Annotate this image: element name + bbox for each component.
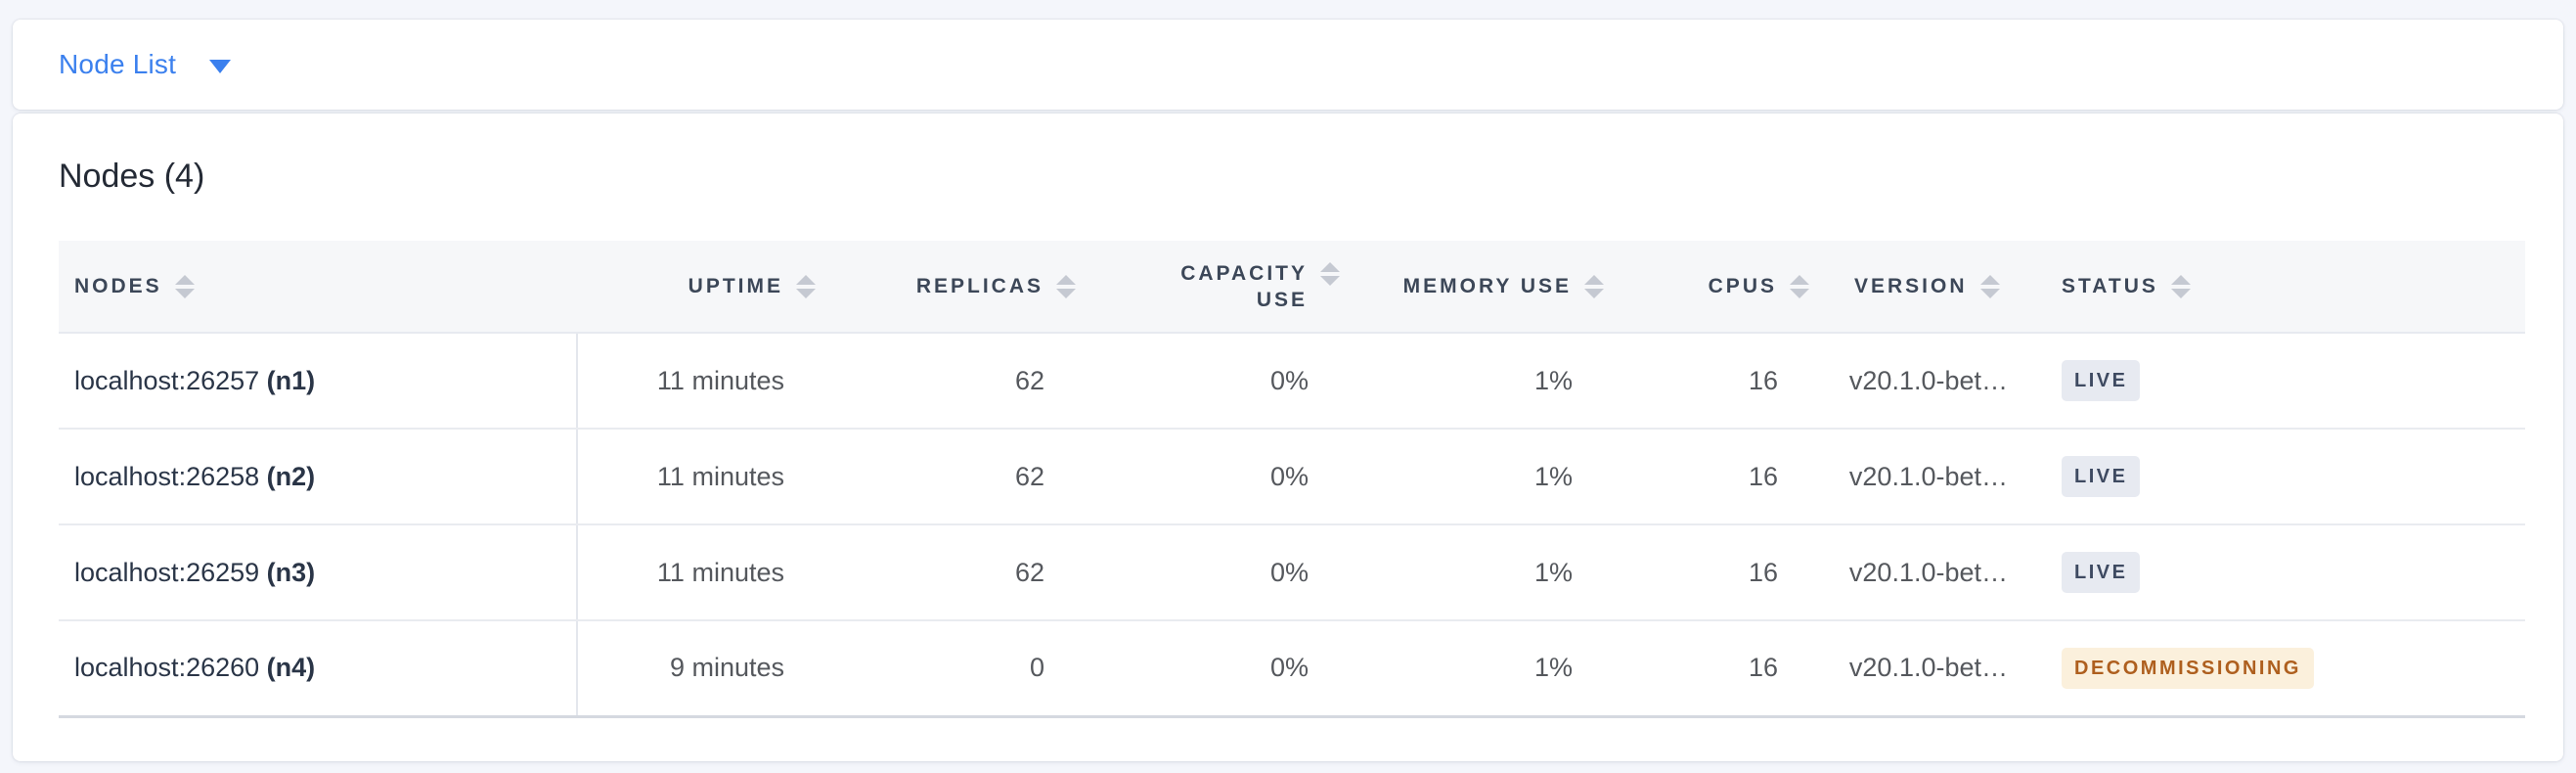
node-status-cell: LIVE [2045, 524, 2525, 621]
node-status-cell: DECOMMISSIONING [2045, 620, 2525, 718]
column-label-capacity: CAPACITY USE [1180, 261, 1308, 311]
node-row: localhost:26259 (n3) 11 minutes 62 0% 1% 16 v2… [59, 524, 2525, 621]
node-memory-value: 1% [1346, 333, 1610, 430]
column-label-version: VERSION [1854, 275, 1968, 297]
node-capacity-value: 0% [1082, 429, 1346, 525]
nodes-table-header-row: NODES UPTIME REPLICAS CAPACITY USE MEMORY US… [59, 241, 2525, 334]
node-id: (n3) [266, 557, 316, 587]
node-capacity-value: 0% [1082, 333, 1346, 430]
node-address: localhost:26258 [74, 461, 260, 491]
node-version-value: v20.1.0-bet… [1815, 429, 2045, 525]
status-badge: LIVE [2062, 456, 2141, 497]
node-row: localhost:26258 (n2) 11 minutes 62 0% 1% 16 v2… [59, 429, 2525, 525]
node-address-link[interactable]: localhost:26258 (n2) [59, 429, 578, 525]
node-replicas-value: 62 [822, 429, 1082, 525]
node-id: (n1) [266, 365, 316, 395]
node-cpus-value: 16 [1610, 429, 1815, 525]
node-capacity-value: 0% [1082, 524, 1346, 621]
node-cpus-value: 16 [1610, 333, 1815, 430]
node-replicas-value: 62 [822, 524, 1082, 621]
node-address-link[interactable]: localhost:26260 (n4) [59, 620, 578, 718]
column-header-memory[interactable]: MEMORY USE [1346, 241, 1610, 334]
node-uptime-value: 11 minutes [577, 333, 822, 430]
node-address: localhost:26259 [74, 557, 260, 587]
sort-arrows-icon[interactable] [1790, 274, 1809, 298]
status-badge: LIVE [2062, 360, 2141, 401]
column-header-uptime[interactable]: UPTIME [577, 241, 822, 334]
node-uptime-value: 9 minutes [577, 620, 822, 718]
node-id: (n2) [266, 461, 316, 491]
status-badge: DECOMMISSIONING [2062, 647, 2314, 689]
column-header-version[interactable]: VERSION [1815, 241, 2045, 334]
node-memory-value: 1% [1346, 429, 1610, 525]
node-uptime-value: 11 minutes [577, 429, 822, 525]
sort-arrows-icon[interactable] [174, 274, 195, 298]
node-address-link[interactable]: localhost:26259 (n3) [59, 524, 578, 621]
column-header-replicas[interactable]: REPLICAS [822, 241, 1082, 334]
sort-arrows-icon[interactable] [2170, 274, 2191, 298]
nodes-panel: Nodes (4) NODES UPTIME REPLICAS CAPACITY US… [13, 114, 2563, 761]
column-label-cpus: CPUS [1708, 275, 1777, 297]
nodes-table: NODES UPTIME REPLICAS CAPACITY USE MEMORY US… [59, 241, 2525, 718]
node-cpus-value: 16 [1610, 620, 1815, 718]
node-status-cell: LIVE [2045, 333, 2525, 430]
node-address-link[interactable]: localhost:26257 (n1) [59, 333, 578, 430]
node-status-cell: LIVE [2045, 429, 2525, 525]
sort-arrows-icon[interactable] [1056, 274, 1076, 298]
view-selector-bar: Node List [13, 20, 2563, 110]
column-header-capacity[interactable]: CAPACITY USE [1082, 241, 1346, 334]
status-badge: LIVE [2062, 552, 2141, 593]
sort-arrows-icon[interactable] [1979, 274, 2000, 298]
node-address: localhost:26257 [74, 365, 260, 395]
node-id: (n4) [266, 653, 316, 683]
column-label-status: STATUS [2062, 275, 2158, 297]
node-version-value: v20.1.0-bet… [1815, 524, 2045, 621]
node-version-value: v20.1.0-bet… [1815, 620, 2045, 718]
column-header-status[interactable]: STATUS [2045, 241, 2525, 334]
node-row: localhost:26257 (n1) 11 minutes 62 0% 1% 16 v2… [59, 333, 2525, 430]
column-header-nodes[interactable]: NODES [59, 241, 577, 334]
node-replicas-value: 0 [822, 620, 1082, 718]
sort-arrows-icon[interactable] [1584, 274, 1604, 298]
column-label-memory: MEMORY USE [1402, 275, 1572, 297]
node-version-value: v20.1.0-bet… [1815, 333, 2045, 430]
node-row: localhost:26260 (n4) 9 minutes 0 0% 1% 16 v20.… [59, 620, 2525, 718]
node-address: localhost:26260 [74, 653, 260, 683]
node-cpus-value: 16 [1610, 524, 1815, 621]
node-replicas-value: 62 [822, 333, 1082, 430]
node-memory-value: 1% [1346, 524, 1610, 621]
column-label-replicas: REPLICAS [915, 275, 1044, 297]
page-title: Nodes (4) [59, 158, 205, 195]
sort-arrows-icon[interactable] [1320, 261, 1340, 286]
sort-arrows-icon[interactable] [796, 274, 816, 298]
node-capacity-value: 0% [1082, 620, 1346, 718]
nodes-table-body: localhost:26257 (n1) 11 minutes 62 0% 1% 16 v2… [59, 333, 2525, 718]
column-label-nodes: NODES [74, 275, 162, 297]
view-selector-dropdown[interactable]: Node List [59, 49, 232, 80]
column-header-cpus[interactable]: CPUS [1610, 241, 1815, 334]
column-label-uptime: UPTIME [688, 275, 783, 297]
node-uptime-value: 11 minutes [577, 524, 822, 621]
caret-down-icon [209, 60, 232, 73]
view-selector-label: Node List [59, 49, 177, 79]
node-memory-value: 1% [1346, 620, 1610, 718]
